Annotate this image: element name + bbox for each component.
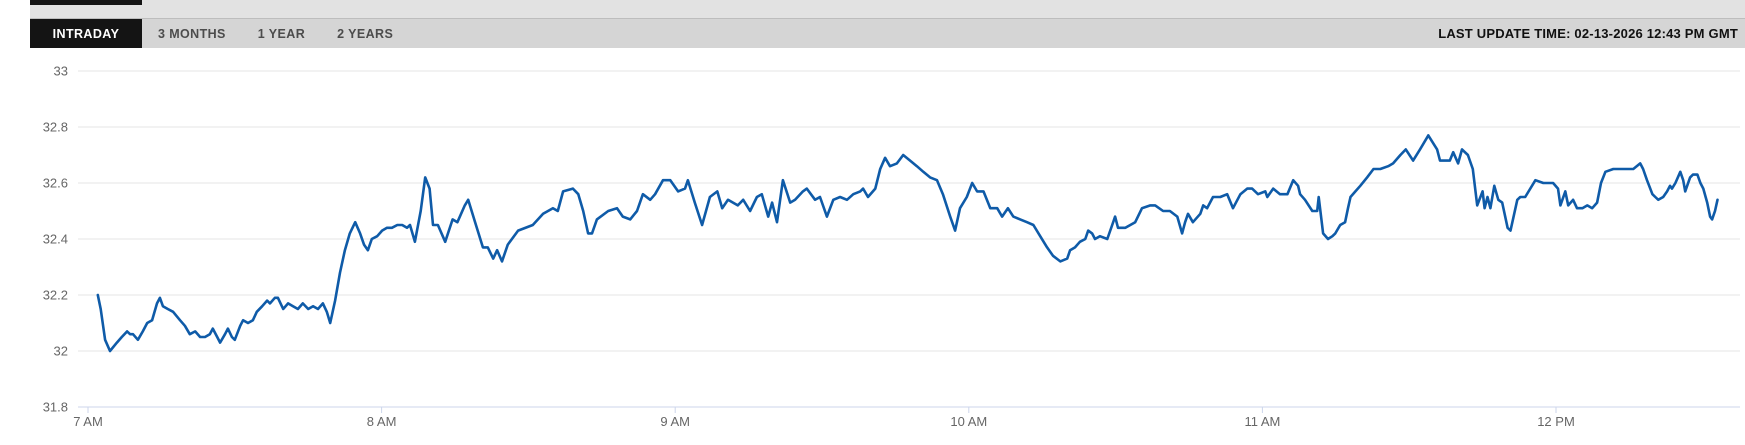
header-top-strip: [30, 0, 1745, 19]
axis-tick-labels: 33 32.8 32.6 32.4 32.2 32 31.8 7 AM 8 AM 9 AM 10 A…: [43, 64, 1575, 430]
y-tick-label: 32: [54, 344, 68, 359]
period-tab-bar: INTRADAY 3 MONTHS 1 YEAR 2 YEARS: [30, 19, 1745, 48]
x-tick-label: 10 AM: [950, 414, 987, 429]
x-tick-label: 7 AM: [73, 414, 103, 429]
y-tick-label: 32.2: [43, 288, 68, 303]
x-tick-label: 9 AM: [660, 414, 690, 429]
gridlines: [78, 70, 1740, 413]
price-line: [96, 134, 1719, 353]
x-tick-label: 12 PM: [1537, 414, 1575, 429]
tab-2-years[interactable]: 2 YEARS: [337, 26, 394, 41]
tab-3-months[interactable]: 3 MONTHS: [158, 26, 226, 41]
x-tick-label: 8 AM: [367, 414, 397, 429]
tab-1-year[interactable]: 1 YEAR: [257, 26, 306, 41]
x-tick-label: 11 AM: [1244, 414, 1280, 429]
y-tick-label: 32.6: [43, 176, 68, 191]
y-tick-label: 31.8: [43, 400, 68, 415]
y-tick-label: 33: [54, 64, 68, 79]
y-tick-label: 32.8: [43, 120, 68, 135]
active-tab-top-indicator: [30, 0, 142, 5]
y-tick-label: 32.4: [43, 232, 68, 247]
tab-intraday[interactable]: INTRADAY: [30, 19, 142, 48]
last-update-time: LAST UPDATE TIME: 02-13-2026 12:43 PM GM…: [1438, 26, 1738, 41]
